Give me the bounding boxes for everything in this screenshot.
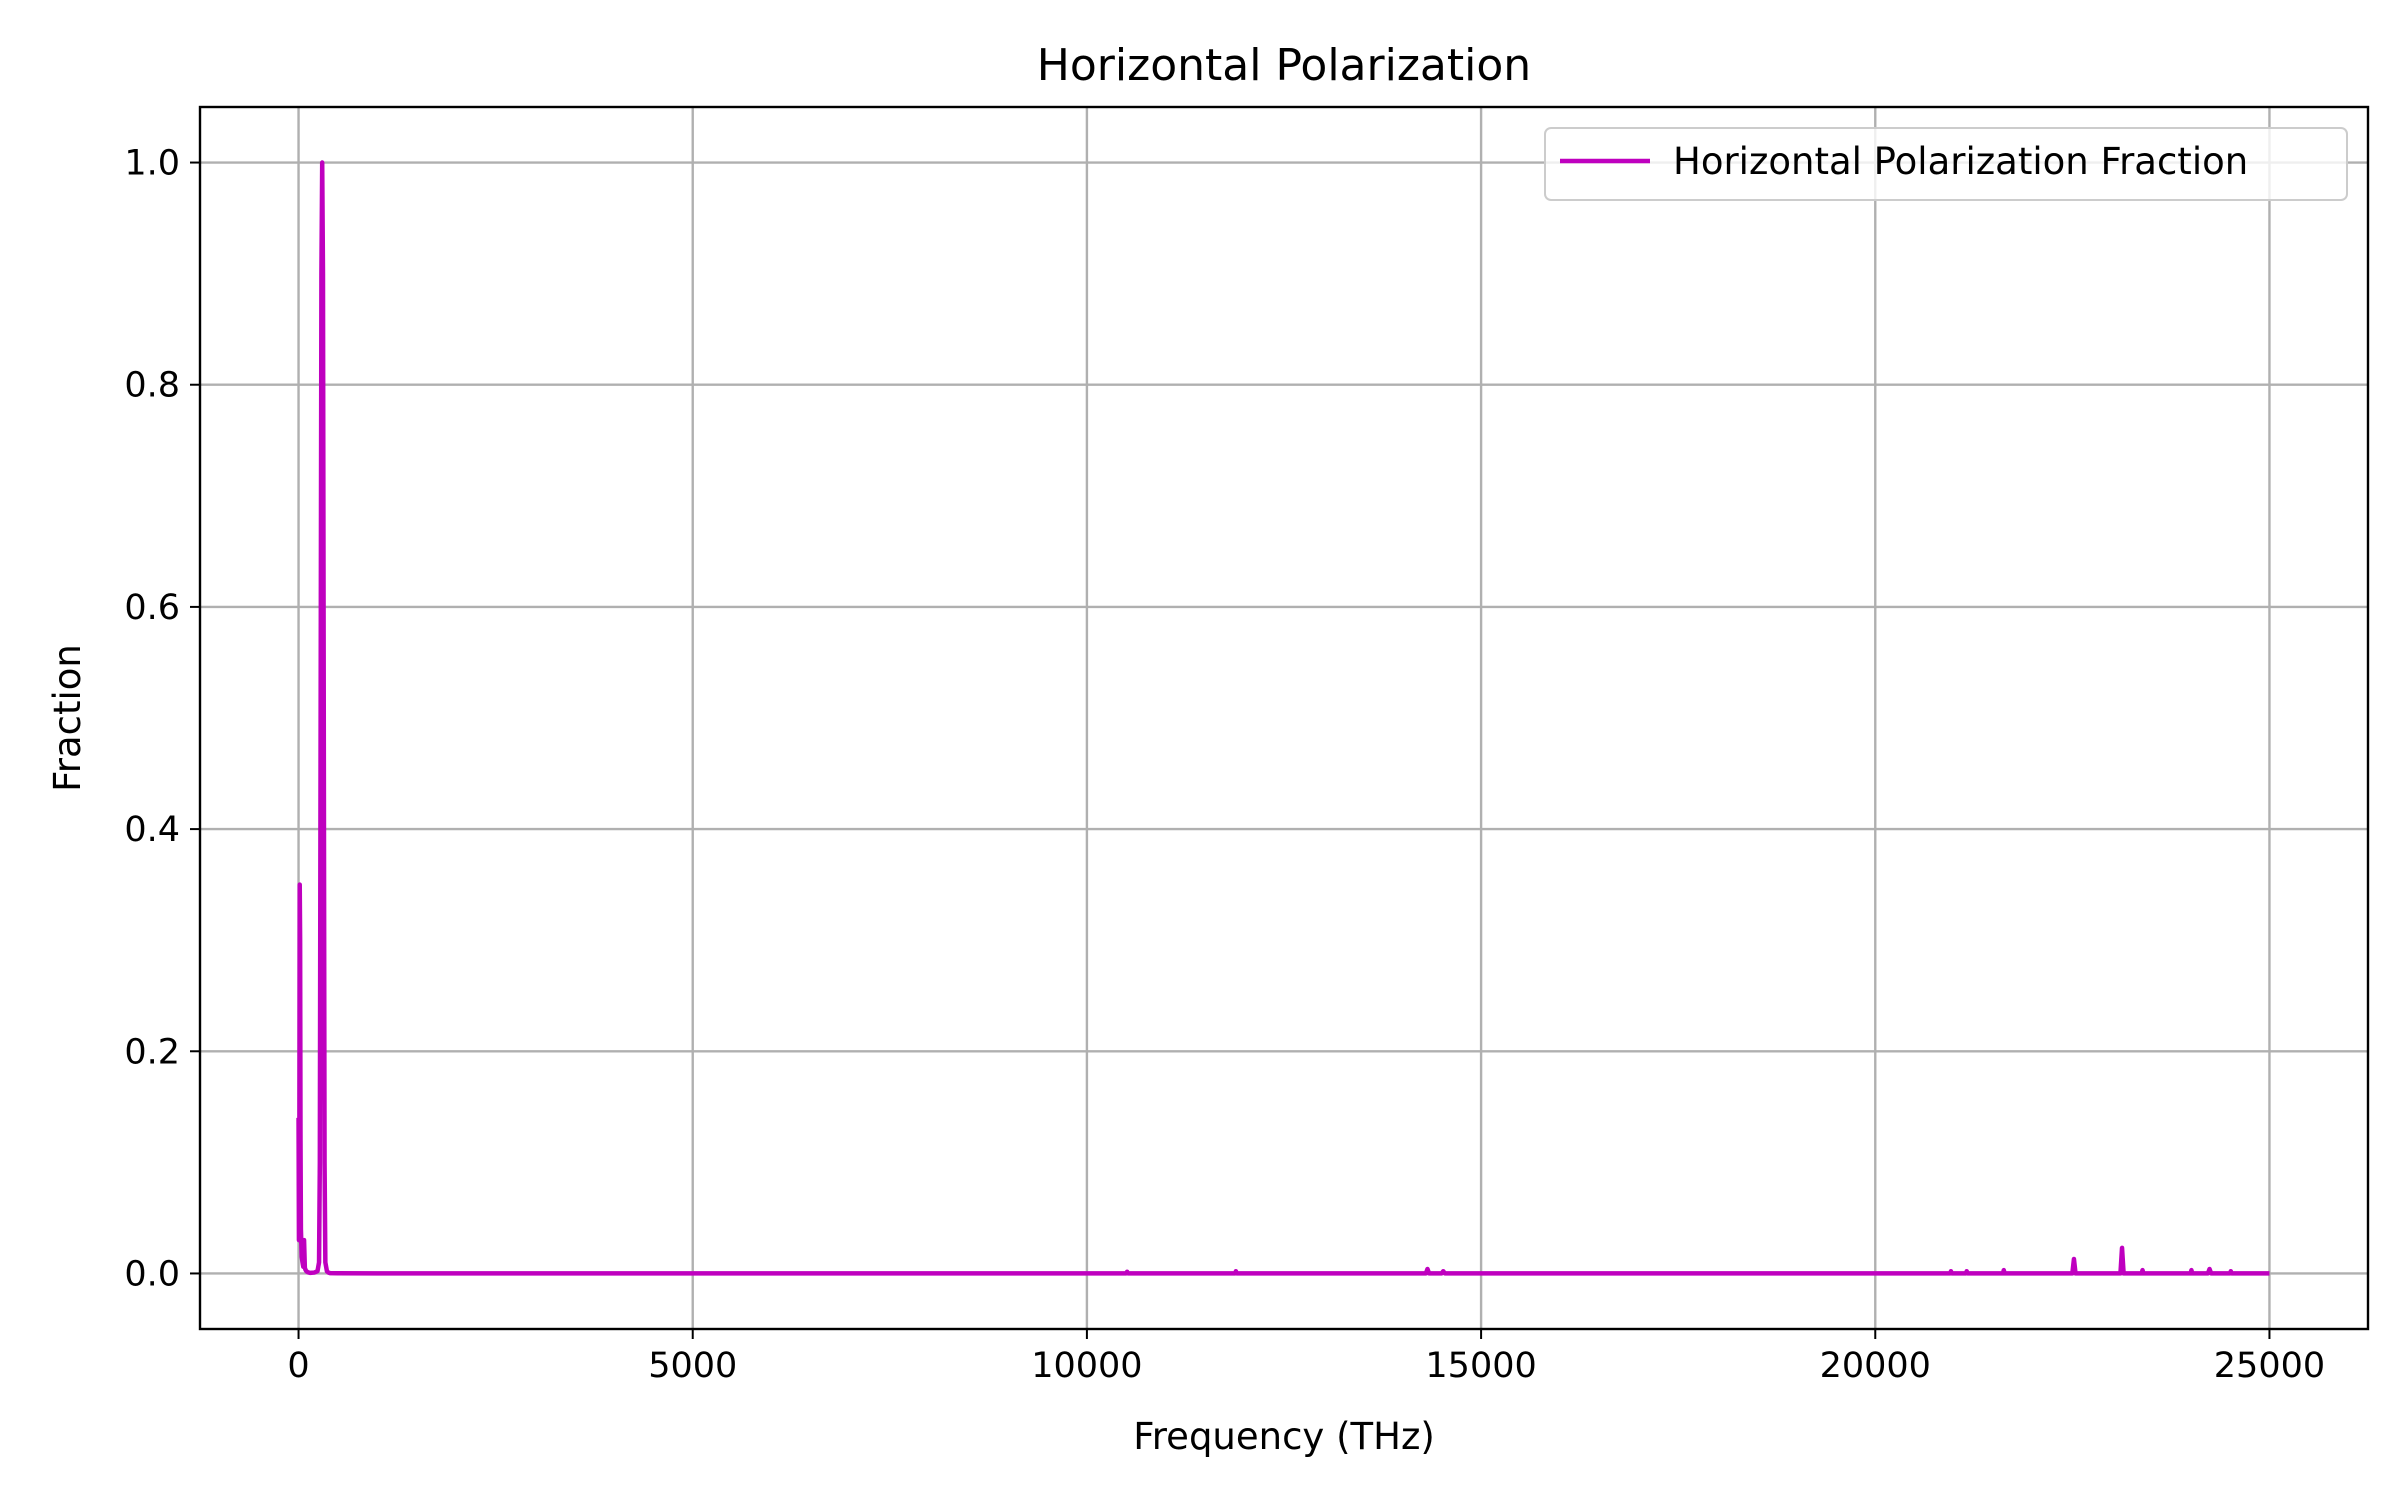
series-line	[296, 160, 2270, 1276]
x-tick-label: 20000	[1820, 1346, 1931, 1386]
x-tick-label: 0	[287, 1346, 309, 1386]
y-tick-label: 0.8	[124, 366, 180, 406]
x-tick-label: 15000	[1425, 1346, 1536, 1386]
chart-title: Horizontal Polarization	[1037, 40, 1531, 91]
plot-frame	[198, 105, 2370, 1331]
x-tick-label: 5000	[648, 1346, 737, 1386]
y-tick-label: 0.0	[124, 1254, 180, 1294]
ticks: 0 5000 10000 15000 20000 25000 0.0 0.2 0.4 0.6 0.8…	[124, 144, 2325, 1386]
legend-box	[1544, 127, 2348, 201]
legend-label: Horizontal Polarization Fraction	[1673, 140, 2248, 183]
y-tick-label: 1.0	[124, 144, 180, 184]
x-tick-label: 10000	[1031, 1346, 1142, 1386]
y-tick-label: 0.6	[124, 588, 180, 628]
plot-area-background	[200, 107, 2368, 1329]
x-tick-label: 25000	[2214, 1346, 2325, 1386]
x-axis-label: Frequency (THz)	[1133, 1415, 1435, 1458]
legend: Horizontal Polarization Fraction	[1544, 127, 2348, 201]
series-layer	[296, 160, 2270, 1276]
y-axis-label: Fraction	[46, 644, 89, 792]
y-tick-label: 0.2	[124, 1032, 180, 1072]
y-tick-label: 0.4	[124, 810, 180, 850]
